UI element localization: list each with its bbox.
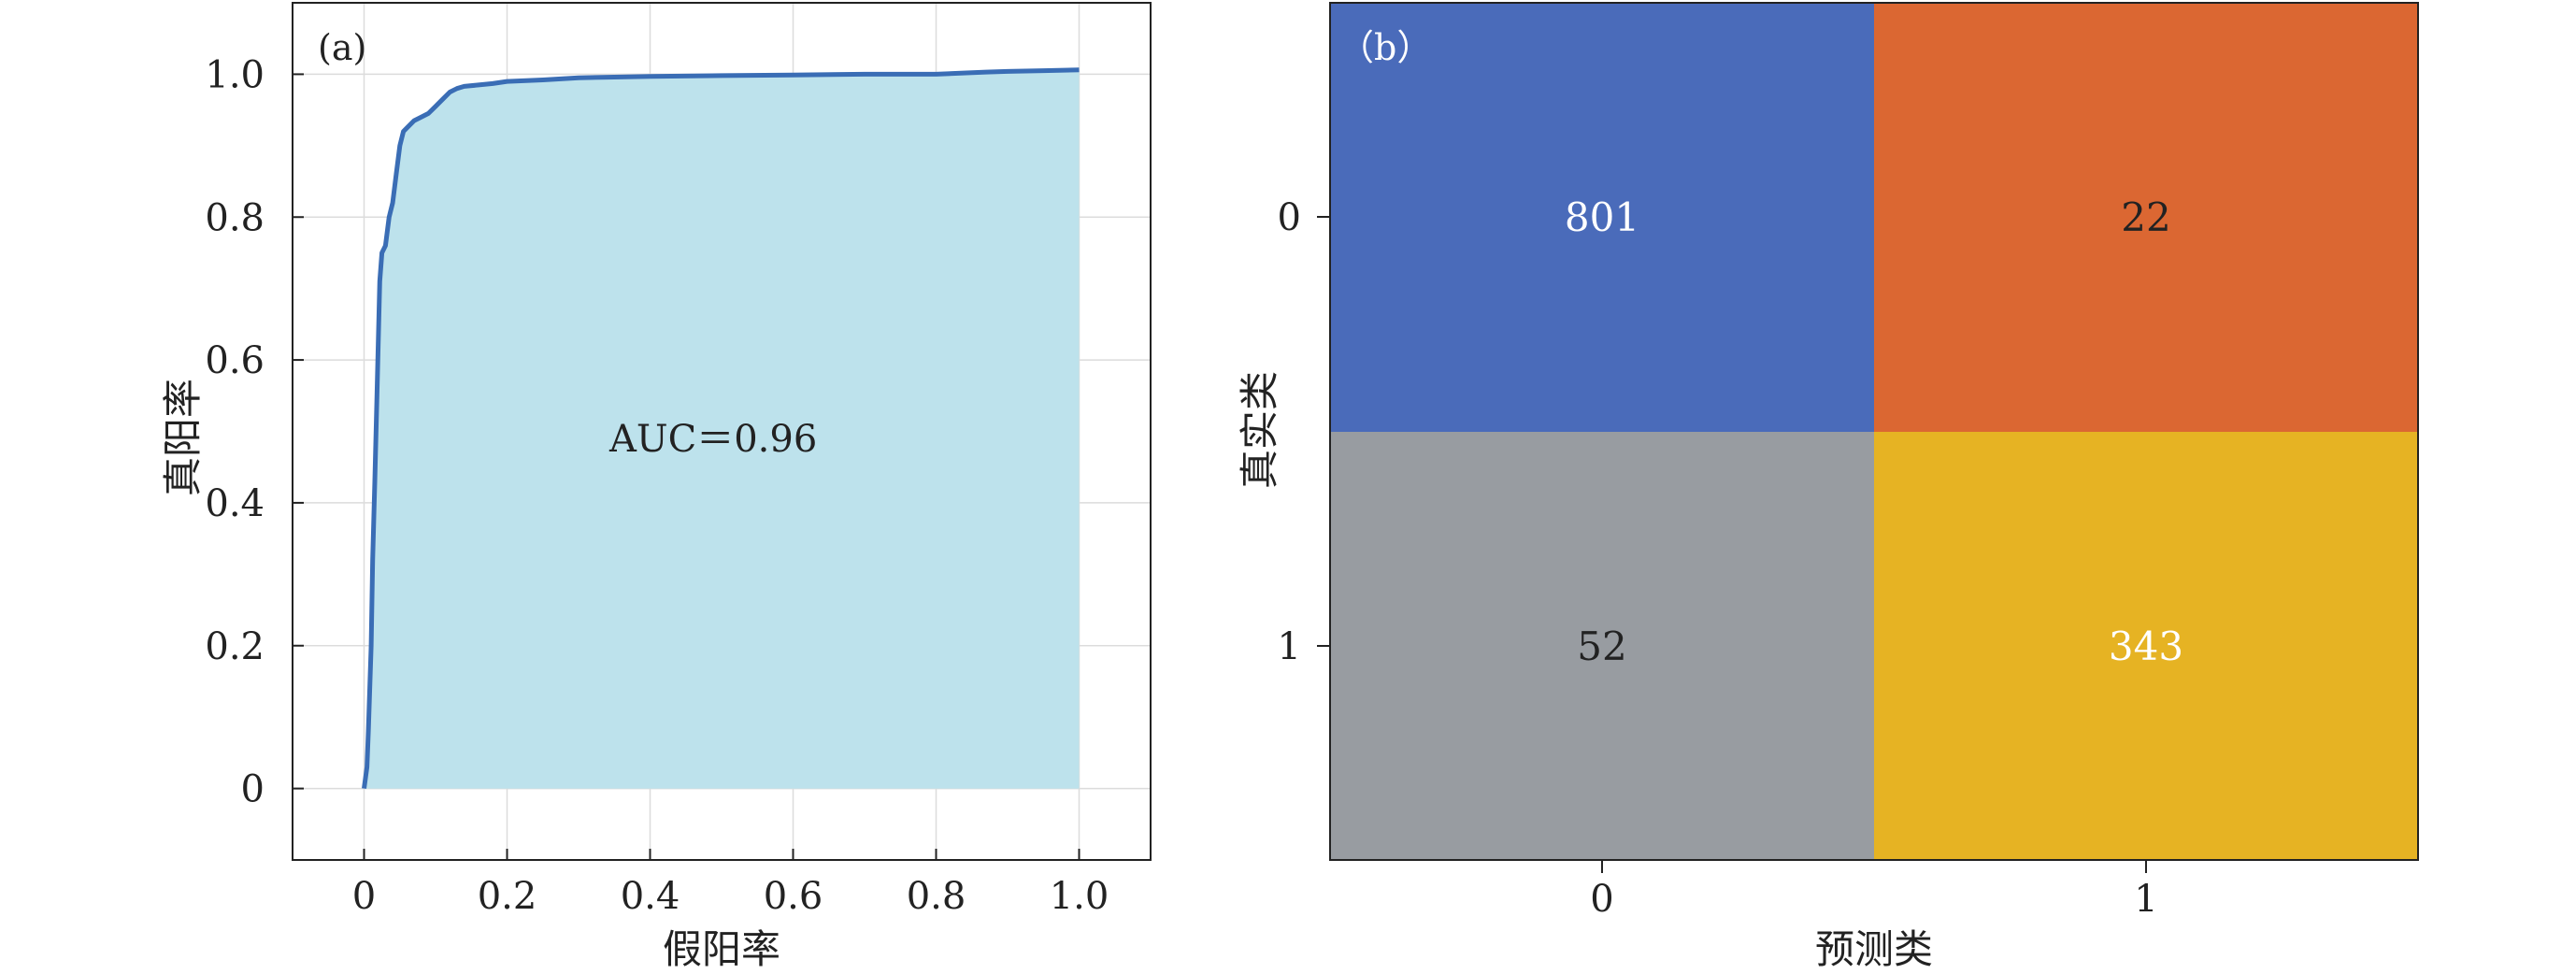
roc-auc-annotation: AUC＝0.96 [608, 418, 817, 461]
roc-x-tick-label-5: 1.0 [1050, 875, 1109, 918]
roc-x-tick-label-2: 0.4 [621, 875, 680, 918]
roc-x-tick-label-0: 0 [352, 875, 376, 918]
cm-x-tick-label-1: 1 [2134, 878, 2157, 921]
roc-y-tick-label-2: 0.4 [205, 482, 265, 525]
roc-plot-frame [292, 2, 1152, 861]
cm-ticks: 0 1 0 1 [1278, 196, 2158, 921]
cm-x-tick-label-0: 0 [1590, 878, 1613, 921]
roc-panel-label: (a) [318, 27, 366, 68]
cm-y-axis-label: 真实类 [1237, 371, 1282, 489]
roc-x-ticks: 0 0.2 0.4 0.6 0.8 1.0 [352, 849, 1109, 918]
roc-y-tick-label-4: 0.8 [205, 196, 265, 239]
cm-panel-label: （b） [1338, 27, 1432, 68]
roc-y-tick-label-1: 0.2 [205, 625, 265, 668]
cm-cell-1-1 [1874, 432, 2418, 860]
roc-x-tick-label-4: 0.8 [907, 875, 966, 918]
roc-area-fill [364, 69, 1080, 789]
roc-chart: 0 0.2 0.4 0.6 0.8 1.0 0 0.2 0.4 0.6 0.8 1.0 (a) AU… [160, 2, 1152, 972]
cm-value-1-0: 52 [1577, 623, 1626, 669]
roc-y-tick-label-5: 1.0 [205, 53, 265, 96]
roc-x-tick-label-3: 0.6 [764, 875, 823, 918]
roc-y-axis-label: 真阳率 [160, 379, 206, 496]
cm-y-tick-label-1: 1 [1278, 625, 1301, 668]
cm-y-tick-label-0: 0 [1278, 196, 1301, 239]
cm-value-0-0: 801 [1565, 194, 1639, 240]
cm-cell-0-0 [1330, 3, 1874, 432]
roc-y-tick-label-0: 0 [241, 768, 265, 811]
roc-y-tick-label-3: 0.6 [205, 339, 265, 382]
roc-y-ticks: 0 0.2 0.4 0.6 0.8 1.0 [205, 53, 304, 811]
cm-value-0-1: 22 [2121, 194, 2170, 240]
cm-value-1-1: 343 [2109, 623, 2183, 669]
confusion-matrix: 801 22 52 343 0 1 0 1 （b） 预测类 真实类 [1237, 2, 2419, 972]
cm-x-axis-label: 预测类 [1815, 926, 1933, 972]
cm-cell-0-1 [1874, 3, 2418, 432]
roc-x-axis-label: 假阳率 [663, 926, 780, 972]
cm-cell-1-0 [1330, 432, 1874, 860]
cm-plot-frame [1329, 2, 2419, 861]
roc-curve-line [362, 67, 1080, 789]
roc-x-tick-label-1: 0.2 [478, 875, 537, 918]
